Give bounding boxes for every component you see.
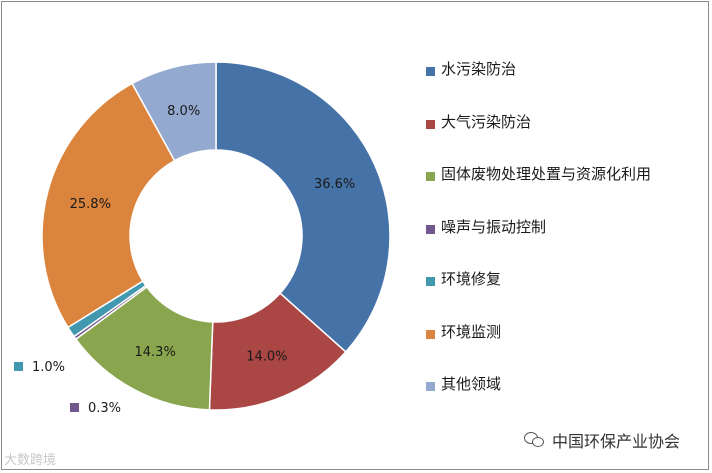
legend-swatch-5 xyxy=(426,329,435,339)
slice-label-1: 14.0% xyxy=(246,350,287,365)
slice-label-swatch-4 xyxy=(14,362,23,371)
slice-0 xyxy=(215,61,391,353)
legend-swatch-3 xyxy=(426,224,435,234)
slice-6 xyxy=(131,61,217,162)
legend-swatch-2 xyxy=(426,172,435,181)
watermark-right-text: 中国环保产业协会 xyxy=(552,432,681,451)
slice-2 xyxy=(74,285,214,411)
slice-label-4: 1.0% xyxy=(32,360,65,375)
legend-label-6: 其他领域 xyxy=(441,375,502,393)
legend-swatch-4 xyxy=(426,277,435,286)
legend-swatch-1 xyxy=(426,119,435,129)
slice-label-5: 25.8% xyxy=(70,197,111,212)
legend-swatch-0 xyxy=(426,67,435,76)
legend-label-3: 噪声与振动控制 xyxy=(441,217,547,236)
watermark-right: 中国环保产业协会 xyxy=(524,428,680,452)
legend-swatch-6 xyxy=(426,382,435,391)
slice-label-6: 8.0% xyxy=(167,104,200,119)
slice-label-0: 36.6% xyxy=(314,177,355,192)
slice-label-swatch-3 xyxy=(70,403,79,412)
legend-label-0: 水污染防治 xyxy=(441,60,517,78)
legend-label-1: 大气污染防治 xyxy=(441,112,532,131)
legend-label-4: 环境修复 xyxy=(441,270,502,288)
slice-label-3: 0.3% xyxy=(88,401,121,416)
slice-5 xyxy=(41,82,176,329)
watermark-left: 大数跨境 xyxy=(4,453,57,468)
slice-label-2: 14.3% xyxy=(135,345,176,360)
wechat-icon xyxy=(524,431,546,449)
legend-label-5: 环境监测 xyxy=(441,322,502,341)
legend-label-2: 固体废物处理处置与资源化利用 xyxy=(441,165,652,183)
